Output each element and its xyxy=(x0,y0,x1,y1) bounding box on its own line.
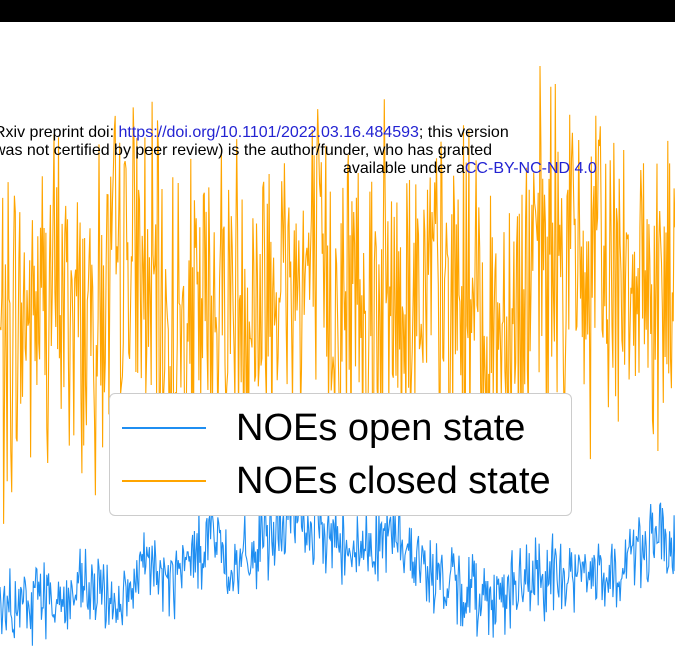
top-black-band xyxy=(0,0,675,22)
banner-line-1-prefix: Rxiv preprint doi: xyxy=(0,124,119,141)
banner-line-3: available under aCC-BY-NC-ND 4.0 xyxy=(343,160,597,178)
legend-label-closed: NOEs closed state xyxy=(236,460,551,502)
legend-swatch-open xyxy=(122,427,206,429)
trace-series-closed xyxy=(0,65,675,524)
license-link[interactable]: CC-BY-NC-ND 4.0 xyxy=(464,160,597,177)
series-noes-open-state xyxy=(0,477,675,646)
legend-label-open: NOEs open state xyxy=(236,407,526,449)
doi-link[interactable]: https://doi.org/10.1101/2022.03.16.48459… xyxy=(118,124,419,141)
banner-line-1-suffix: ; this version xyxy=(418,124,509,141)
banner-line-3-prefix: available under a xyxy=(343,160,465,177)
legend-swatch-closed xyxy=(122,480,206,482)
banner-line-2: was not certified by peer review) is the… xyxy=(0,142,493,159)
banner-line-1: Rxiv preprint doi: https://doi.org/10.11… xyxy=(0,124,509,142)
legend: NOEs open state NOEs closed state xyxy=(109,393,572,516)
trace-series-open xyxy=(0,477,675,646)
series-noes-closed-state xyxy=(0,65,675,524)
